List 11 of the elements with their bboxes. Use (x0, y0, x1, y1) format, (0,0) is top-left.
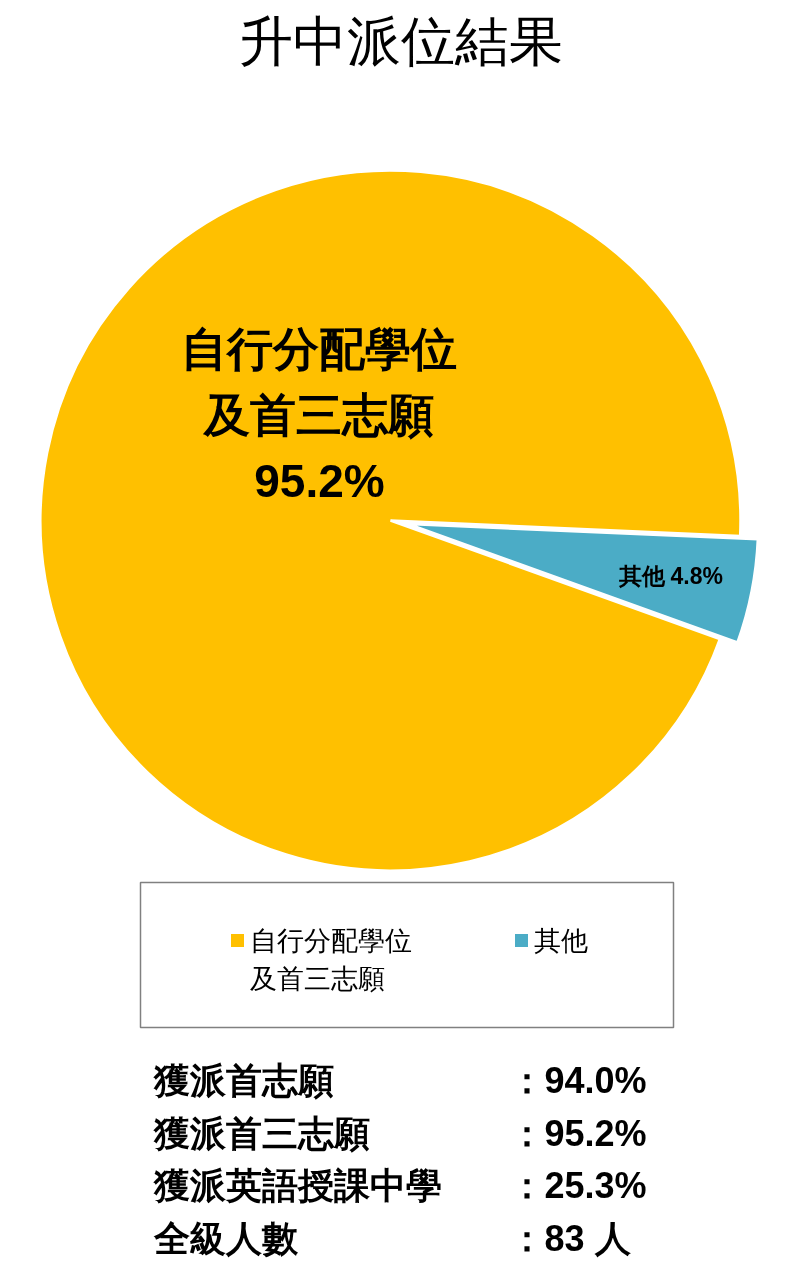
chart-title: 升中派位結果 (238, 10, 563, 71)
text: 全級人數：83 人 (153, 1217, 631, 1259)
legend-label: 其他 (533, 925, 588, 956)
slice-label: 自行分配學位及首三志願 (181, 323, 458, 442)
slice-label: 其他 (617, 563, 666, 590)
data-label: 4.8% (670, 563, 723, 590)
text: 獲派首三志願：95.2% (153, 1112, 647, 1154)
text: 獲派首志願：94.0% (153, 1060, 647, 1101)
text: 獲派英語授課中學：25.3% (153, 1165, 647, 1206)
legend-label: 自行分配學位及首三志願 (249, 925, 412, 994)
data-label: 95.2% (254, 455, 385, 508)
